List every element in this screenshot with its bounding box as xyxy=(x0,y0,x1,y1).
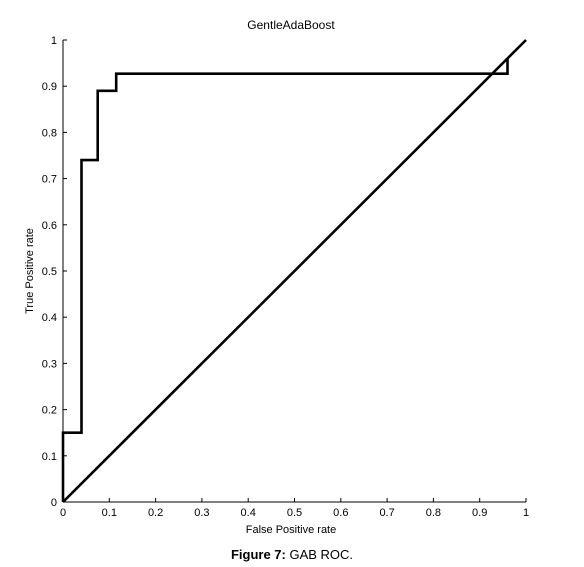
x-tick-label: 0 xyxy=(60,507,66,519)
y-tick-label: 0.1 xyxy=(42,451,57,463)
y-tick-label: 0.7 xyxy=(42,174,57,186)
y-tick-label: 0.6 xyxy=(42,220,57,232)
y-tick-label: 0.5 xyxy=(42,266,57,278)
series-group xyxy=(61,39,527,503)
roc-chart: GentleAdaBoost 0 0.1 0.2 0.3 0.4 0.5 0.6 0.7 0.8… xyxy=(24,18,529,536)
diagonal-reference-line xyxy=(62,39,527,503)
chart-title: GentleAdaBoost xyxy=(247,18,335,32)
figure-caption-text: GAB ROC. xyxy=(285,547,354,562)
x-axis-label: False Positive rate xyxy=(246,524,336,536)
x-tick-label: 0.9 xyxy=(472,507,487,519)
y-tick-label: 0 xyxy=(51,497,57,509)
ticks: 0 0.1 0.2 0.3 0.4 0.5 0.6 0.7 0.8 0.9 1 0 0.1 0.2 0.3 0… xyxy=(42,35,529,519)
y-axis-label: True Positive rate xyxy=(24,228,36,314)
x-tick-label: 0.3 xyxy=(194,507,209,519)
x-tick-label: 0.5 xyxy=(287,507,302,519)
x-tick-label: 0.7 xyxy=(379,507,394,519)
x-tick-label: 1 xyxy=(523,507,529,519)
x-tick-label: 0.4 xyxy=(241,507,256,519)
roc-curve-line xyxy=(61,58,509,502)
figure-caption-label: Figure 7: xyxy=(230,547,286,562)
x-tick-label: 0.8 xyxy=(426,507,441,519)
y-tick-label: 1 xyxy=(51,35,57,47)
y-tick-label: 0.3 xyxy=(42,358,57,370)
figure-caption: Figure 7: GAB ROC. xyxy=(0,547,584,562)
x-tick-label: 0.1 xyxy=(102,507,117,519)
x-tick-label: 0.6 xyxy=(333,507,348,519)
y-tick-label: 0.4 xyxy=(42,312,57,324)
x-tick-label: 0.2 xyxy=(148,507,163,519)
y-tick-label: 0.2 xyxy=(42,405,57,417)
y-tick-label: 0.9 xyxy=(42,81,57,93)
y-tick-label: 0.8 xyxy=(42,127,57,139)
